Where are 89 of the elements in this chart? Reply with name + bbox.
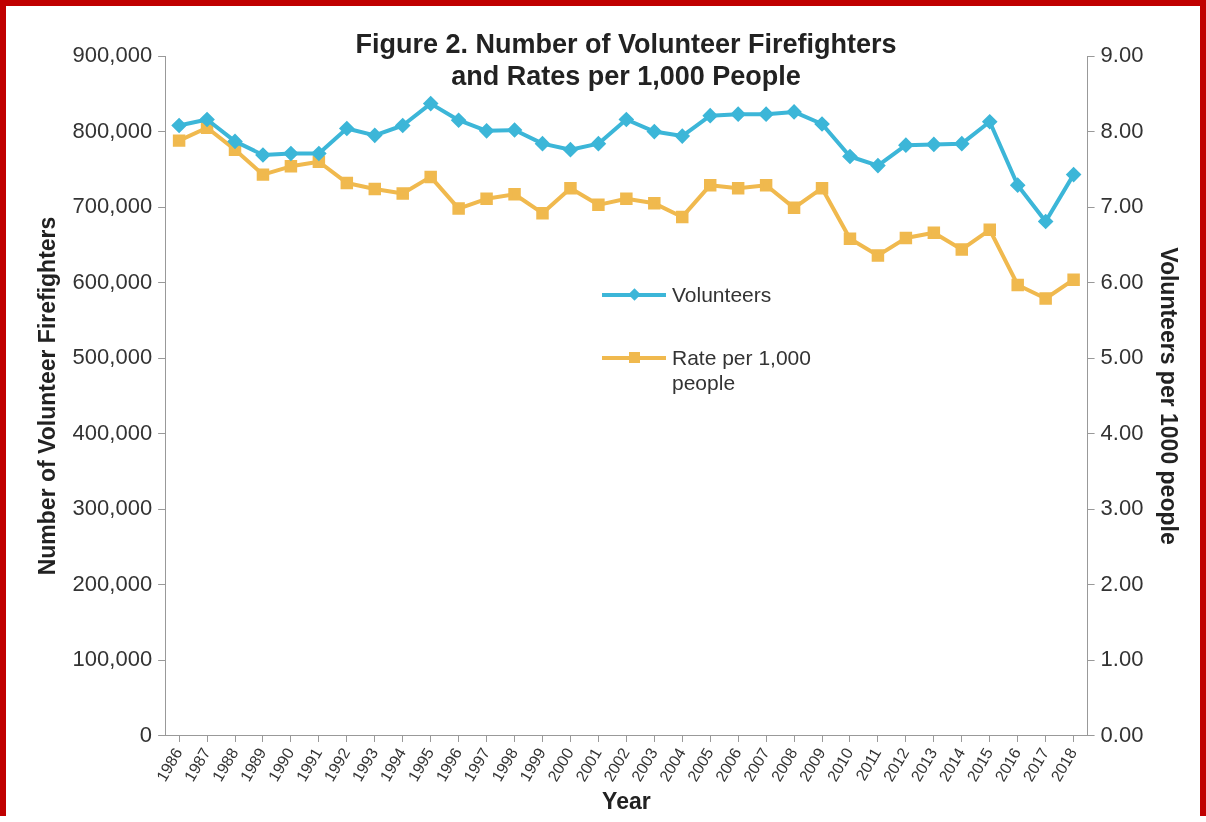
point	[591, 136, 606, 151]
legend-label: Rate per 1,000 people	[672, 345, 812, 395]
point	[256, 168, 270, 181]
y-tick-label: 500,000	[72, 344, 153, 370]
y-tick-label: 900,000	[72, 42, 153, 68]
point	[815, 117, 830, 131]
point	[311, 146, 326, 161]
point	[1010, 178, 1025, 193]
point	[255, 147, 270, 162]
point	[648, 197, 661, 210]
point	[172, 118, 187, 133]
y2-tick-label: 5.00	[1100, 344, 1144, 370]
y-axis-title: Number of Volunteer Firefighters	[34, 216, 61, 576]
legend-label: Volunteers	[672, 282, 773, 307]
point	[676, 210, 689, 224]
y2-tick-label: 4.00	[1100, 419, 1144, 445]
point	[368, 182, 382, 196]
point	[451, 113, 466, 128]
point	[926, 137, 941, 152]
point	[647, 124, 662, 139]
point	[564, 181, 577, 195]
point	[731, 181, 745, 195]
point	[507, 123, 522, 138]
point	[200, 112, 215, 127]
point	[954, 136, 969, 151]
point	[731, 107, 746, 122]
point	[479, 123, 494, 138]
point	[480, 192, 493, 206]
point	[1039, 292, 1052, 305]
point	[508, 188, 521, 201]
y-tick-label: 400,000	[72, 419, 153, 445]
y2-tick-label: 9.00	[1100, 42, 1144, 68]
point	[703, 108, 718, 123]
y-tick-label: 200,000	[72, 570, 153, 596]
point	[283, 146, 298, 161]
point	[228, 134, 243, 149]
point	[759, 107, 774, 122]
point	[955, 243, 969, 256]
y2-tick-label: 0.00	[1100, 722, 1144, 748]
point	[871, 249, 885, 262]
y-tick-label: 800,000	[72, 117, 153, 143]
y2-tick-label: 3.00	[1100, 495, 1144, 521]
point	[563, 142, 578, 157]
point	[983, 223, 996, 237]
y2-axis-title: Volunteers per 1000 people	[1155, 247, 1182, 545]
point	[1066, 167, 1081, 182]
y2-tick-label: 6.00	[1100, 268, 1144, 294]
y-tick-label: 700,000	[72, 193, 153, 219]
point	[424, 170, 437, 184]
point	[395, 118, 410, 133]
x-axis-title: Year	[602, 787, 651, 814]
point	[1038, 214, 1053, 229]
point	[843, 232, 857, 246]
point	[592, 198, 605, 212]
point	[927, 226, 941, 240]
point	[842, 149, 857, 164]
point	[899, 231, 913, 245]
point	[870, 158, 885, 173]
point	[536, 206, 549, 220]
y-tick-label: 100,000	[72, 646, 153, 672]
point	[619, 112, 634, 127]
point	[675, 129, 690, 144]
y2-tick-label: 1.00	[1100, 646, 1144, 672]
point	[367, 128, 382, 143]
point	[620, 192, 633, 206]
point	[787, 104, 802, 119]
point	[815, 181, 829, 195]
point	[396, 187, 409, 200]
point	[1067, 273, 1080, 286]
y2-tick-label: 2.00	[1100, 570, 1144, 596]
point	[898, 138, 913, 153]
point	[759, 178, 773, 192]
y-tick-label: 600,000	[72, 268, 153, 294]
point	[535, 136, 550, 151]
y2-tick-label: 7.00	[1100, 193, 1144, 219]
point	[982, 114, 997, 129]
chart-title: Figure 2. Number of Volunteer Firefighters and Rates per 1,000 People	[354, 28, 898, 92]
point	[787, 201, 801, 215]
y-tick-label: 0	[139, 722, 153, 748]
y-tick-label: 300,000	[72, 495, 153, 521]
y2-tick-label: 8.00	[1100, 117, 1144, 143]
point	[172, 134, 186, 147]
point	[340, 176, 354, 190]
point	[452, 202, 465, 215]
point	[1011, 278, 1024, 292]
point	[423, 96, 438, 111]
point	[284, 160, 298, 173]
point	[703, 178, 717, 192]
point	[339, 121, 354, 136]
